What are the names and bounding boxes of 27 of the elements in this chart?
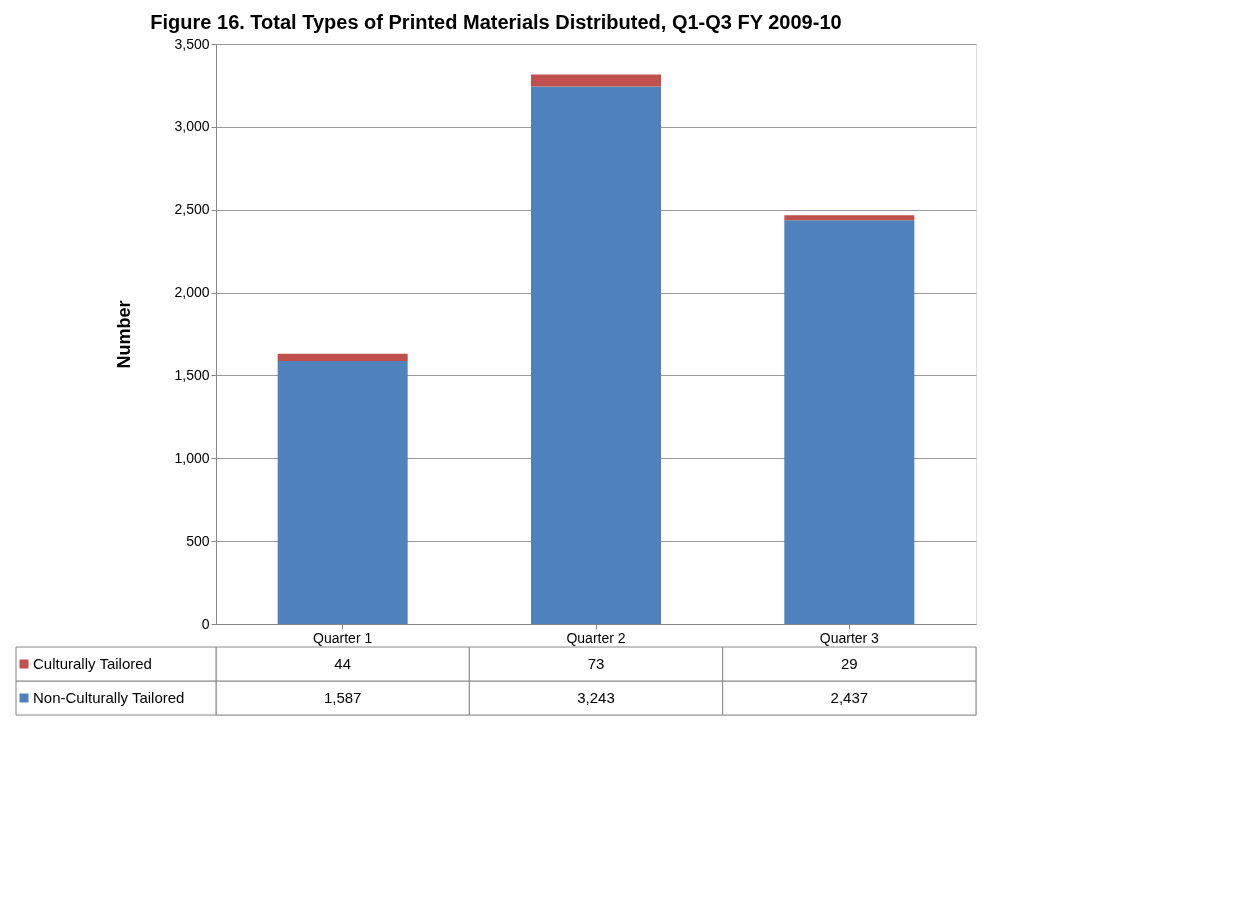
y-tick-label: 0 (201, 615, 210, 632)
y-axis-title: Number (114, 300, 135, 369)
bar (531, 74, 661, 87)
x-tick-label: Quarter 1 (313, 629, 373, 646)
bar (784, 220, 915, 624)
data-label: 1,587 (323, 689, 362, 706)
y-tick-label: 1,500 (174, 366, 210, 383)
x-tick-label: Quarter 3 (819, 629, 880, 646)
bar (277, 361, 408, 624)
data-label: 44 (334, 655, 352, 672)
y-tick-label: 500 (186, 532, 210, 549)
data-label: 29 (840, 655, 858, 672)
bar (784, 215, 915, 221)
y-tick-label: 1,000 (174, 449, 210, 466)
y-tick-label: 2,000 (174, 284, 210, 301)
y-tick-label: 3,500 (174, 35, 210, 52)
y-tick-label: 3,000 (174, 118, 210, 135)
bar (277, 353, 408, 362)
data-label: 73 (587, 655, 605, 672)
bar (531, 86, 661, 624)
data-label: 2,437 (830, 689, 869, 706)
data-label: 3,243 (577, 689, 615, 706)
y-tick-label: 2,500 (174, 201, 210, 218)
x-tick-label: Quarter 2 (566, 629, 626, 646)
legend-label: Culturally Tailored (33, 655, 152, 672)
legend-label: Non-Culturally Tailored (33, 689, 185, 706)
chart-title: Figure 16. Total Types of Printed Materials Distributed, Q1-Q3 FY 2009-10 (150, 10, 842, 33)
